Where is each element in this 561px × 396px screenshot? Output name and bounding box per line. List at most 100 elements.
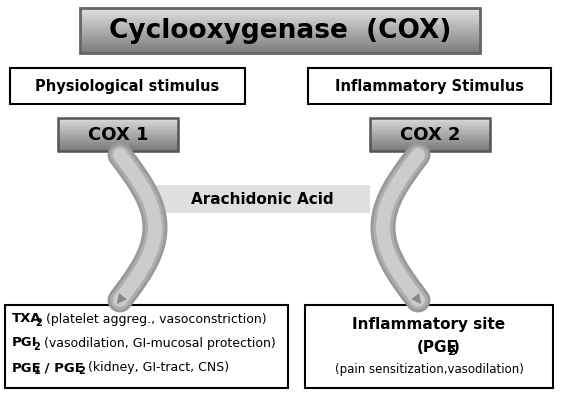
Bar xyxy=(80,23,480,24)
Bar xyxy=(58,121,178,122)
Bar xyxy=(370,142,490,143)
Bar xyxy=(80,48,480,50)
Bar xyxy=(80,9,480,10)
Text: (pain sensitization,vasodilation): (pain sensitization,vasodilation) xyxy=(334,364,523,377)
Bar xyxy=(58,146,178,147)
Bar xyxy=(80,13,480,15)
Bar xyxy=(80,35,480,36)
Bar xyxy=(80,40,480,41)
Bar xyxy=(58,126,178,127)
Text: (kidney, GI-tract, CNS): (kidney, GI-tract, CNS) xyxy=(84,362,229,375)
Bar xyxy=(80,10,480,11)
Bar xyxy=(370,118,490,119)
Bar xyxy=(80,28,480,29)
Bar xyxy=(5,305,288,388)
Text: COX 1: COX 1 xyxy=(88,126,148,143)
Text: 2: 2 xyxy=(35,318,42,327)
Bar xyxy=(370,148,490,150)
Bar xyxy=(58,139,178,141)
Bar xyxy=(58,134,178,135)
Bar xyxy=(80,51,480,52)
Text: Cyclooxygenase  (COX): Cyclooxygenase (COX) xyxy=(109,17,451,44)
Bar xyxy=(10,68,245,104)
Text: TXA: TXA xyxy=(12,312,42,326)
Bar xyxy=(80,34,480,35)
Bar xyxy=(80,43,480,44)
Text: 1: 1 xyxy=(34,367,41,377)
Bar xyxy=(80,46,480,48)
Bar xyxy=(80,24,480,25)
Text: ): ) xyxy=(453,341,460,356)
Bar xyxy=(80,33,480,34)
Bar xyxy=(58,118,178,119)
Bar xyxy=(370,126,490,127)
Bar xyxy=(58,142,178,143)
Bar xyxy=(80,11,480,13)
Bar xyxy=(370,135,490,137)
Bar xyxy=(370,138,490,139)
Text: COX 2: COX 2 xyxy=(400,126,460,143)
Bar xyxy=(80,32,480,33)
Bar xyxy=(58,127,178,129)
Bar xyxy=(80,41,480,42)
Bar xyxy=(58,138,178,139)
Bar xyxy=(370,122,490,123)
Bar xyxy=(370,125,490,126)
Bar xyxy=(80,30,480,32)
Text: 2: 2 xyxy=(447,347,455,357)
Bar xyxy=(58,137,178,138)
Bar xyxy=(80,25,480,26)
Bar xyxy=(305,305,553,388)
Bar xyxy=(370,131,490,133)
Text: (vasodilation, GI-mucosal protection): (vasodilation, GI-mucosal protection) xyxy=(40,337,276,350)
Bar xyxy=(80,29,480,30)
Text: PGE: PGE xyxy=(12,362,42,375)
Text: (PGE: (PGE xyxy=(417,341,458,356)
Bar xyxy=(80,44,480,45)
FancyArrowPatch shape xyxy=(411,293,421,304)
Text: Arachidonic Acid: Arachidonic Acid xyxy=(191,192,334,206)
Bar xyxy=(80,19,480,20)
Bar xyxy=(80,52,480,53)
Bar xyxy=(80,18,480,19)
Bar xyxy=(370,134,490,135)
Bar xyxy=(370,123,490,125)
Bar xyxy=(370,146,490,147)
Bar xyxy=(370,139,490,141)
Bar xyxy=(58,133,178,134)
Text: Inflammatory Stimulus: Inflammatory Stimulus xyxy=(335,78,524,93)
Bar xyxy=(80,38,480,40)
Bar xyxy=(58,118,178,151)
Text: / PGE: / PGE xyxy=(40,362,84,375)
Bar xyxy=(80,45,480,46)
Bar xyxy=(58,148,178,150)
Bar xyxy=(80,36,480,37)
Bar xyxy=(58,130,178,131)
Bar xyxy=(370,130,490,131)
Bar xyxy=(370,143,490,145)
Bar xyxy=(58,143,178,145)
Bar xyxy=(370,121,490,122)
Bar xyxy=(370,141,490,142)
Bar xyxy=(58,125,178,126)
Bar xyxy=(80,15,480,16)
Bar xyxy=(58,119,178,121)
Bar xyxy=(58,135,178,137)
Bar xyxy=(370,133,490,134)
Bar xyxy=(80,21,480,23)
Bar xyxy=(308,68,551,104)
Bar xyxy=(370,137,490,138)
Text: Physiological stimulus: Physiological stimulus xyxy=(35,78,219,93)
Bar xyxy=(80,20,480,21)
Text: PGI: PGI xyxy=(12,337,38,350)
Bar xyxy=(58,122,178,123)
Bar xyxy=(80,27,480,28)
Bar xyxy=(370,129,490,130)
Bar xyxy=(80,17,480,18)
Bar xyxy=(80,16,480,17)
Bar xyxy=(80,50,480,51)
Bar xyxy=(370,119,490,121)
Bar xyxy=(80,8,480,53)
Bar xyxy=(370,127,490,129)
Bar xyxy=(58,147,178,148)
